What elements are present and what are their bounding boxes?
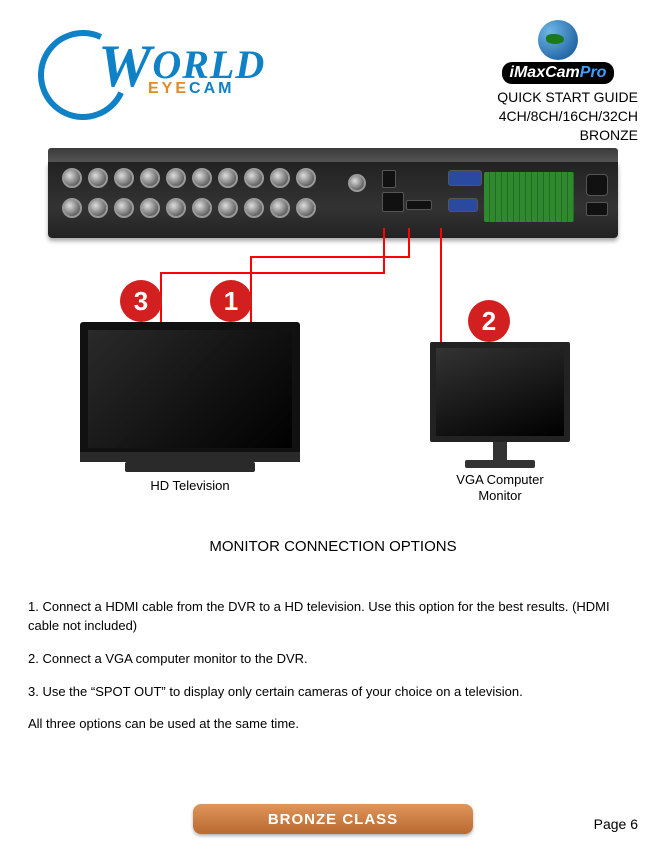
bnc-port-icon — [296, 198, 316, 218]
bnc-port-icon — [62, 168, 82, 188]
bnc-port-icon — [140, 168, 160, 188]
tv-stand — [125, 462, 255, 472]
monitor-neck — [493, 442, 507, 460]
monitor-caption-l2: Monitor — [478, 488, 521, 503]
usb-port-icon — [382, 170, 396, 188]
logo-sub-text: EYECAM — [148, 80, 234, 98]
monitor-base — [465, 460, 535, 468]
section-title: MONITOR CONNECTION OPTIONS — [0, 538, 666, 555]
monitor-caption: VGA Computer Monitor — [430, 472, 570, 505]
bnc-port-icon — [192, 198, 212, 218]
bnc-port-icon — [166, 168, 186, 188]
imaxcampro-badge: iMaxCamPro — [502, 62, 615, 84]
bnc-port-icon — [192, 168, 212, 188]
header: WORLD EYECAM iMaxCamPro QUICK START GUID… — [28, 20, 638, 140]
bnc-port-icon — [218, 168, 238, 188]
hd-television: HD Television — [80, 322, 300, 493]
bnc-port-icon — [114, 168, 134, 188]
connection-line — [160, 272, 385, 274]
power-switch-icon — [586, 202, 608, 216]
globe-icon — [538, 20, 578, 60]
bnc-port-icon — [166, 198, 186, 218]
spot-out-port-icon — [348, 174, 366, 192]
imax-text-a: iMaxCam — [510, 64, 580, 81]
tv-screen-icon — [88, 330, 292, 448]
guide-line3: BRONZE — [478, 126, 638, 145]
imaxcampro-block: iMaxCamPro QUICK START GUIDE 4CH/8CH/16C… — [478, 20, 638, 145]
bnc-port-grid — [62, 168, 316, 224]
bnc-port-icon — [62, 198, 82, 218]
imax-text-b: Pro — [580, 64, 607, 81]
tv-caption: HD Television — [80, 478, 300, 493]
monitor-screen-icon — [436, 348, 564, 436]
monitor-frame — [430, 342, 570, 442]
instruction-3: 3. Use the “SPOT OUT” to display only ce… — [28, 683, 638, 702]
bnc-port-icon — [270, 198, 290, 218]
connection-line — [250, 256, 410, 258]
terminal-block-icon — [484, 172, 574, 222]
instruction-4: All three options can be used at the sam… — [28, 715, 638, 734]
callout-badge-2: 2 — [468, 300, 510, 342]
guide-line2: 4CH/8CH/16CH/32CH — [478, 107, 638, 126]
bnc-port-icon — [114, 198, 134, 218]
tv-frame — [80, 322, 300, 462]
hdmi-port-icon — [406, 200, 432, 210]
logo-w: W — [98, 33, 152, 99]
bnc-port-icon — [218, 198, 238, 218]
connection-line — [408, 228, 410, 258]
logo-eye: EYE — [148, 80, 189, 97]
callout-badge-1: 1 — [210, 280, 252, 322]
bnc-port-icon — [270, 168, 290, 188]
instruction-2: 2. Connect a VGA computer monitor to the… — [28, 650, 638, 669]
bnc-port-icon — [244, 168, 264, 188]
tv-bezel — [80, 452, 300, 462]
bnc-port-icon — [140, 198, 160, 218]
bnc-port-icon — [244, 198, 264, 218]
bnc-port-icon — [88, 198, 108, 218]
vga-port-icon — [448, 198, 478, 212]
bronze-class-badge: BRONZE CLASS — [193, 804, 473, 834]
bnc-port-icon — [88, 168, 108, 188]
instruction-1: 1. Connect a HDMI cable from the DVR to … — [28, 598, 638, 636]
bnc-port-icon — [296, 168, 316, 188]
connection-line — [440, 228, 442, 342]
ethernet-port-icon — [382, 192, 404, 212]
rs232-port-icon — [448, 170, 482, 186]
callout-badge-3: 3 — [120, 280, 162, 322]
connection-line — [250, 256, 252, 322]
vga-monitor: VGA Computer Monitor — [430, 342, 570, 505]
page-root: WORLD EYECAM iMaxCamPro QUICK START GUID… — [0, 0, 666, 862]
dvr-back-panel — [48, 162, 618, 238]
dvr-device — [48, 148, 618, 238]
connection-line — [383, 228, 385, 274]
worldeyecam-logo: WORLD EYECAM — [38, 20, 298, 130]
guide-lines: QUICK START GUIDE 4CH/8CH/16CH/32CH BRON… — [478, 88, 638, 145]
monitor-caption-l1: VGA Computer — [456, 472, 543, 487]
page-number: Page 6 — [594, 816, 638, 832]
logo-cam: CAM — [189, 80, 234, 97]
guide-line1: QUICK START GUIDE — [478, 88, 638, 107]
dvr-lid — [48, 148, 618, 162]
power-in-icon — [586, 174, 608, 196]
instructions: 1. Connect a HDMI cable from the DVR to … — [28, 598, 638, 748]
